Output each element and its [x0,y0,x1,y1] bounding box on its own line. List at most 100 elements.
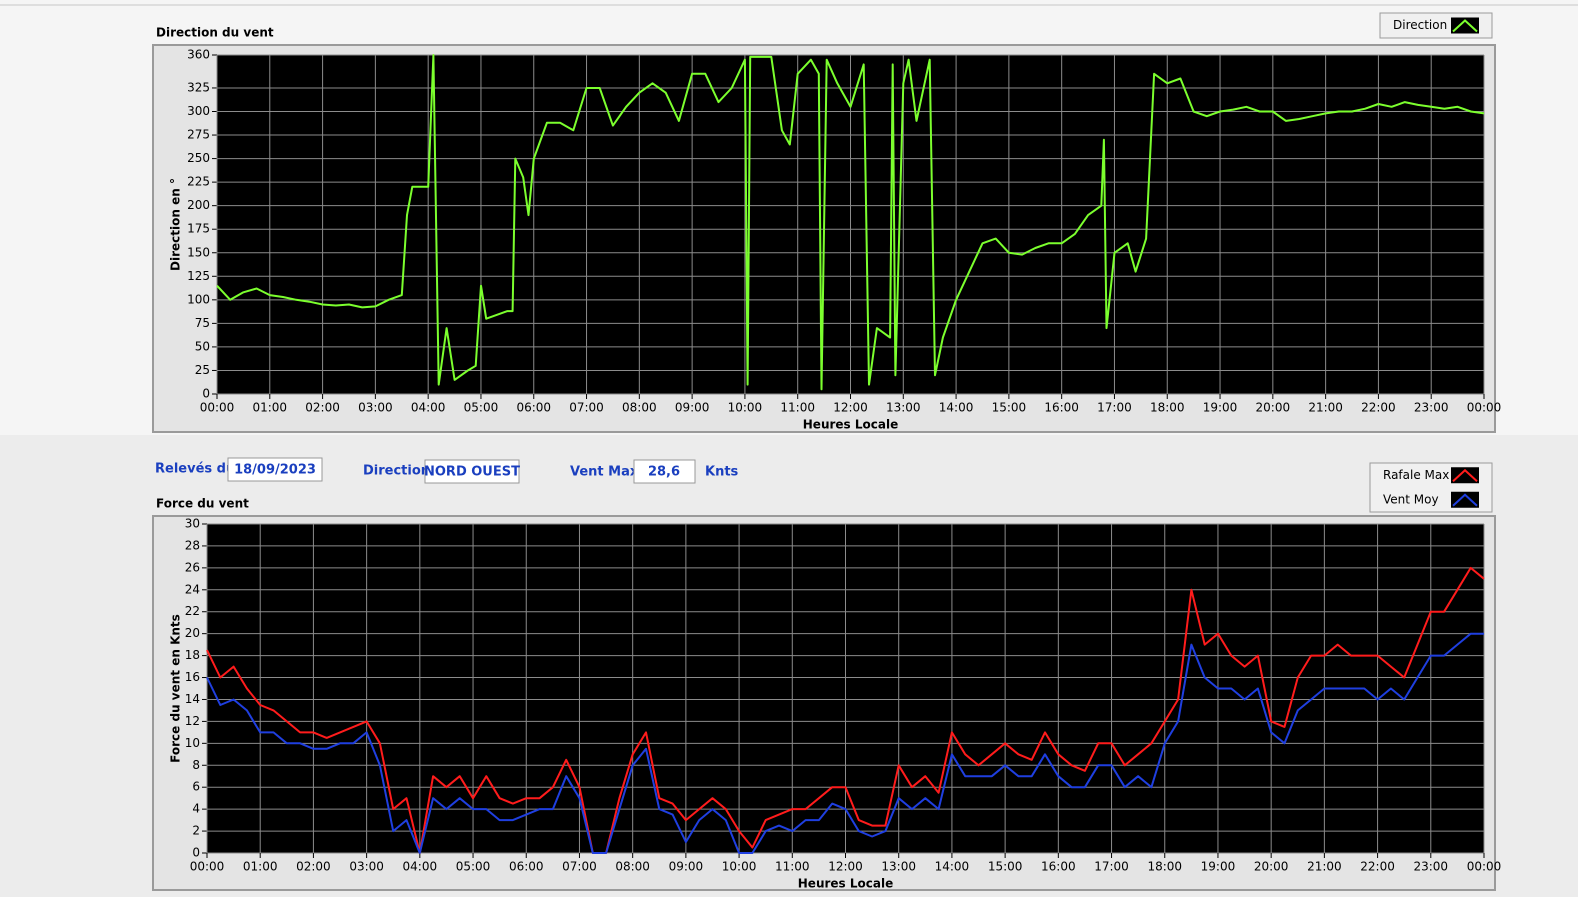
x-tick-label: 07:00 [569,401,604,415]
x-tick-label: 20:00 [1256,401,1291,415]
y-tick-label: 175 [187,222,210,236]
y-tick-label: 75 [195,316,210,330]
x-axis-label: Heures Locale [803,418,898,432]
x-tick-label: 10:00 [728,401,763,415]
y-tick-label: 10 [185,736,200,750]
y-tick-label: 360 [187,48,210,62]
x-tick-label: 13:00 [886,401,921,415]
x-tick-label: 21:00 [1308,401,1343,415]
field-value: 28,6 [648,465,680,480]
y-tick-label: 0 [202,387,210,401]
x-tick-label: 14:00 [935,860,970,874]
y-tick-label: 14 [185,692,200,706]
y-tick-label: 4 [192,802,200,816]
x-tick-label: 12:00 [828,860,863,874]
y-tick-label: 200 [187,198,210,212]
x-tick-label: 00:00 [200,401,235,415]
x-tick-label: 12:00 [833,401,868,415]
x-tick-label: 23:00 [1413,860,1448,874]
x-tick-label: 17:00 [1097,401,1132,415]
x-tick-label: 17:00 [1094,860,1129,874]
y-tick-label: 20 [185,626,200,640]
y-axis-label: Force du vent en Knts [169,614,183,763]
x-tick-label: 16:00 [1041,860,1076,874]
y-axis-label: Direction en ° [169,178,183,271]
y-tick-label: 325 [187,80,210,94]
x-tick-label: 06:00 [516,401,551,415]
y-tick-label: 26 [185,560,200,574]
y-tick-label: 18 [185,648,200,662]
legend-swatch [1452,493,1478,507]
x-tick-label: 08:00 [615,860,650,874]
y-tick-label: 22 [185,604,200,618]
legend-swatch-box [1451,467,1479,484]
x-tick-label: 09:00 [675,401,710,415]
field-unit: Knts [705,465,739,480]
x-tick-label: 20:00 [1254,860,1289,874]
legend-swatch [1452,19,1478,33]
x-tick-label: 08:00 [622,401,657,415]
legend-label: Rafale Max [1383,468,1449,482]
x-tick-label: 03:00 [358,401,393,415]
y-tick-label: 100 [187,292,210,306]
y-tick-label: 6 [192,780,200,794]
field-value: NORD OUEST [424,465,520,480]
y-tick-label: 300 [187,104,210,118]
field-label: Direction [363,464,430,479]
x-tick-label: 05:00 [456,860,491,874]
field-box [424,459,520,484]
y-tick-label: 125 [187,269,210,283]
y-tick-label: 225 [187,175,210,189]
field-value: 18/09/2023 [234,463,316,478]
x-tick-label: 16:00 [1044,401,1079,415]
y-tick-label: 12 [185,714,200,728]
x-tick-label: 06:00 [509,860,544,874]
y-tick-label: 28 [185,538,200,552]
chart-title: Direction du vent [156,26,274,40]
x-tick-label: 02:00 [305,401,340,415]
y-tick-label: 30 [185,517,200,531]
x-tick-label: 00:00 [1467,401,1502,415]
legend-swatch-box [1451,491,1479,508]
x-tick-label: 00:00 [1467,860,1502,874]
x-tick-label: 04:00 [411,401,446,415]
x-tick-label: 19:00 [1201,860,1236,874]
x-tick-label: 11:00 [780,401,815,415]
legend-swatch [1452,468,1478,482]
field-box [227,457,323,482]
y-tick-label: 150 [187,245,210,259]
chart-title: Force du vent [156,497,249,511]
y-tick-label: 275 [187,128,210,142]
x-tick-label: 22:00 [1360,860,1395,874]
x-tick-label: 13:00 [881,860,916,874]
x-axis-label: Heures Locale [798,877,893,891]
y-tick-label: 24 [185,582,200,596]
x-tick-label: 02:00 [296,860,331,874]
x-tick-label: 18:00 [1147,860,1182,874]
x-tick-label: 23:00 [1414,401,1449,415]
x-tick-label: 00:00 [190,860,225,874]
x-tick-label: 14:00 [939,401,974,415]
x-tick-label: 05:00 [464,401,499,415]
x-tick-label: 04:00 [403,860,438,874]
x-tick-label: 18:00 [1150,401,1185,415]
field-label: Vent Max [570,465,639,480]
x-tick-label: 01:00 [252,401,287,415]
series-line [206,632,1484,854]
y-tick-label: 50 [195,339,210,353]
y-tick-label: 0 [192,846,200,860]
x-tick-label: 15:00 [988,860,1023,874]
x-tick-label: 11:00 [775,860,810,874]
x-tick-label: 07:00 [562,860,597,874]
x-tick-label: 19:00 [1203,401,1238,415]
x-tick-label: 09:00 [669,860,704,874]
series-line [216,54,1485,391]
x-tick-label: 03:00 [349,860,384,874]
field-label: Relevés du [155,462,235,477]
legend-label: Vent Moy [1383,492,1439,506]
y-tick-label: 16 [185,670,200,684]
legend-swatch-box [1451,17,1479,34]
y-tick-label: 2 [192,824,200,838]
x-tick-label: 01:00 [243,860,278,874]
